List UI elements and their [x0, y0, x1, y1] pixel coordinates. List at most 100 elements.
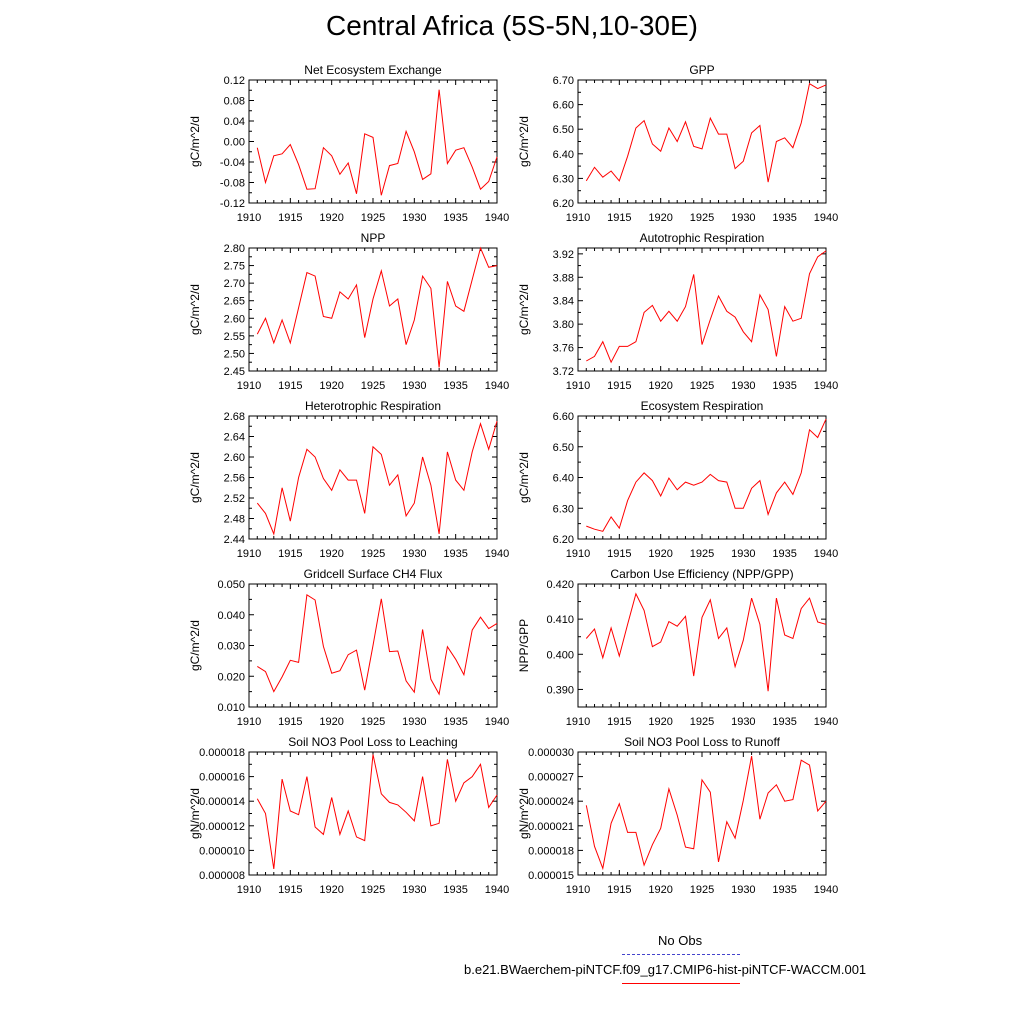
- y-tick-label: 2.45: [224, 366, 245, 378]
- y-tick-label: 3.92: [553, 249, 574, 261]
- panel-9: Soil NO3 Pool Loss to Leaching gN/m^2/d 19…: [188, 735, 509, 896]
- panel-title: Carbon Use Efficiency (NPP/GPP): [610, 567, 793, 581]
- x-tick-label: 1915: [278, 884, 302, 896]
- x-tick-label: 1940: [485, 716, 509, 728]
- y-tick-label: 6.30: [553, 173, 574, 185]
- y-tick-label: 6.50: [553, 124, 574, 136]
- y-tick-label: 2.44: [224, 534, 245, 546]
- panel-7: Gridcell Surface CH4 Flux gC/m^2/d 1910 191…: [188, 567, 509, 728]
- y-tick-label: 0.08: [224, 96, 245, 108]
- series-line: [256, 754, 498, 869]
- x-tick-label: 1920: [319, 884, 343, 896]
- y-tick-label: 2.60: [224, 313, 245, 325]
- y-tick-label: 0.000024: [528, 796, 574, 808]
- x-tick-label: 1915: [607, 380, 631, 392]
- y-tick-label: 0.010: [217, 702, 245, 714]
- x-tick-label: 1910: [237, 380, 261, 392]
- panel-2: GPP gC/m^2/d 1910 1915 1920 1925 1930 1935 1940 6…: [517, 63, 838, 224]
- x-tick-label: 1920: [319, 212, 343, 224]
- panel-title: Soil NO3 Pool Loss to Runoff: [624, 735, 781, 749]
- x-tick-label: 1930: [731, 380, 755, 392]
- y-axis-label: NPP/GPP: [517, 619, 531, 672]
- y-tick-label: -0.08: [220, 178, 245, 190]
- x-tick-label: 1930: [731, 548, 755, 560]
- y-tick-label: 2.64: [224, 432, 245, 444]
- x-tick-label: 1910: [237, 212, 261, 224]
- y-tick-label: 6.20: [553, 534, 574, 546]
- y-tick-label: 2.50: [224, 348, 245, 360]
- x-tick-label: 1915: [278, 716, 302, 728]
- x-tick-label: 1910: [237, 548, 261, 560]
- y-axis-label: gC/m^2/d: [517, 452, 531, 503]
- x-tick-label: 1930: [402, 548, 426, 560]
- x-tick-label: 1935: [772, 380, 796, 392]
- x-tick-label: 1925: [361, 716, 385, 728]
- y-axis-label: gC/m^2/d: [517, 116, 531, 167]
- y-tick-label: 6.40: [553, 149, 574, 161]
- y-tick-label: 2.55: [224, 331, 245, 343]
- y-tick-label: 6.50: [553, 442, 574, 454]
- y-tick-label: 0.410: [546, 614, 574, 626]
- x-tick-label: 1910: [566, 716, 590, 728]
- series-line: [586, 418, 827, 532]
- page-title: Central Africa (5S-5N,10-30E): [326, 10, 698, 41]
- y-tick-label: 0.390: [546, 684, 574, 696]
- x-tick-label: 1925: [690, 212, 714, 224]
- x-tick-label: 1930: [402, 884, 426, 896]
- y-tick-label: 2.80: [224, 243, 245, 255]
- y-tick-label: 0.000027: [528, 772, 574, 784]
- panel-5: Heterotrophic Respiration gC/m^2/d 1910 191…: [188, 399, 509, 560]
- y-axis-label: gC/m^2/d: [517, 284, 531, 335]
- y-tick-label: 3.88: [553, 272, 574, 284]
- x-tick-label: 1910: [566, 548, 590, 560]
- y-tick-label: 0.000012: [199, 821, 245, 833]
- y-tick-label: 0.420: [546, 579, 574, 591]
- x-tick-label: 1930: [402, 716, 426, 728]
- y-axis-label: gC/m^2/d: [188, 284, 202, 335]
- y-tick-label: 0.400: [546, 649, 574, 661]
- x-tick-label: 1930: [402, 380, 426, 392]
- series-line: [585, 82, 827, 183]
- x-tick-label: 1935: [443, 548, 467, 560]
- x-tick-label: 1940: [814, 380, 838, 392]
- y-tick-label: 0.000030: [528, 747, 574, 759]
- y-tick-label: 3.72: [553, 366, 574, 378]
- x-tick-label: 1910: [566, 884, 590, 896]
- series-line: [585, 592, 827, 692]
- plot-frame: [248, 79, 498, 204]
- panel-6: Ecosystem Respiration gC/m^2/d 1910 1915 192…: [517, 399, 838, 560]
- y-tick-label: -0.04: [220, 157, 245, 169]
- y-tick-label: 0.040: [217, 610, 245, 622]
- series-line: [256, 246, 498, 368]
- panel-3: NPP gC/m^2/d 1910 1915 1920 1925 1930 1935 1940 2…: [188, 231, 509, 392]
- x-tick-label: 1910: [566, 212, 590, 224]
- y-tick-label: 6.60: [553, 411, 574, 423]
- y-tick-label: 0.050: [217, 579, 245, 591]
- y-tick-label: 6.70: [553, 75, 574, 87]
- x-tick-label: 1915: [607, 884, 631, 896]
- x-tick-label: 1940: [485, 380, 509, 392]
- x-tick-label: 1920: [319, 380, 343, 392]
- x-tick-label: 1935: [443, 380, 467, 392]
- x-tick-label: 1915: [607, 716, 631, 728]
- y-tick-label: 0.000021: [528, 821, 574, 833]
- plot-frame: [577, 583, 827, 708]
- x-tick-label: 1935: [772, 212, 796, 224]
- x-tick-label: 1940: [485, 548, 509, 560]
- y-tick-label: 0.00: [224, 137, 245, 149]
- y-tick-label: 2.56: [224, 473, 245, 485]
- y-tick-label: 6.30: [553, 503, 574, 515]
- x-tick-label: 1920: [648, 380, 672, 392]
- y-tick-label: 2.52: [224, 493, 245, 505]
- y-tick-label: 2.48: [224, 514, 245, 526]
- x-tick-label: 1935: [443, 212, 467, 224]
- y-tick-label: 0.04: [224, 116, 245, 128]
- x-tick-label: 1910: [237, 884, 261, 896]
- x-tick-label: 1915: [278, 548, 302, 560]
- x-tick-label: 1910: [566, 380, 590, 392]
- x-tick-label: 1930: [731, 212, 755, 224]
- x-tick-label: 1940: [485, 212, 509, 224]
- x-tick-label: 1925: [361, 884, 385, 896]
- panel-4: Autotrophic Respiration gC/m^2/d 1910 1915 1…: [517, 231, 838, 392]
- y-tick-label: 2.60: [224, 452, 245, 464]
